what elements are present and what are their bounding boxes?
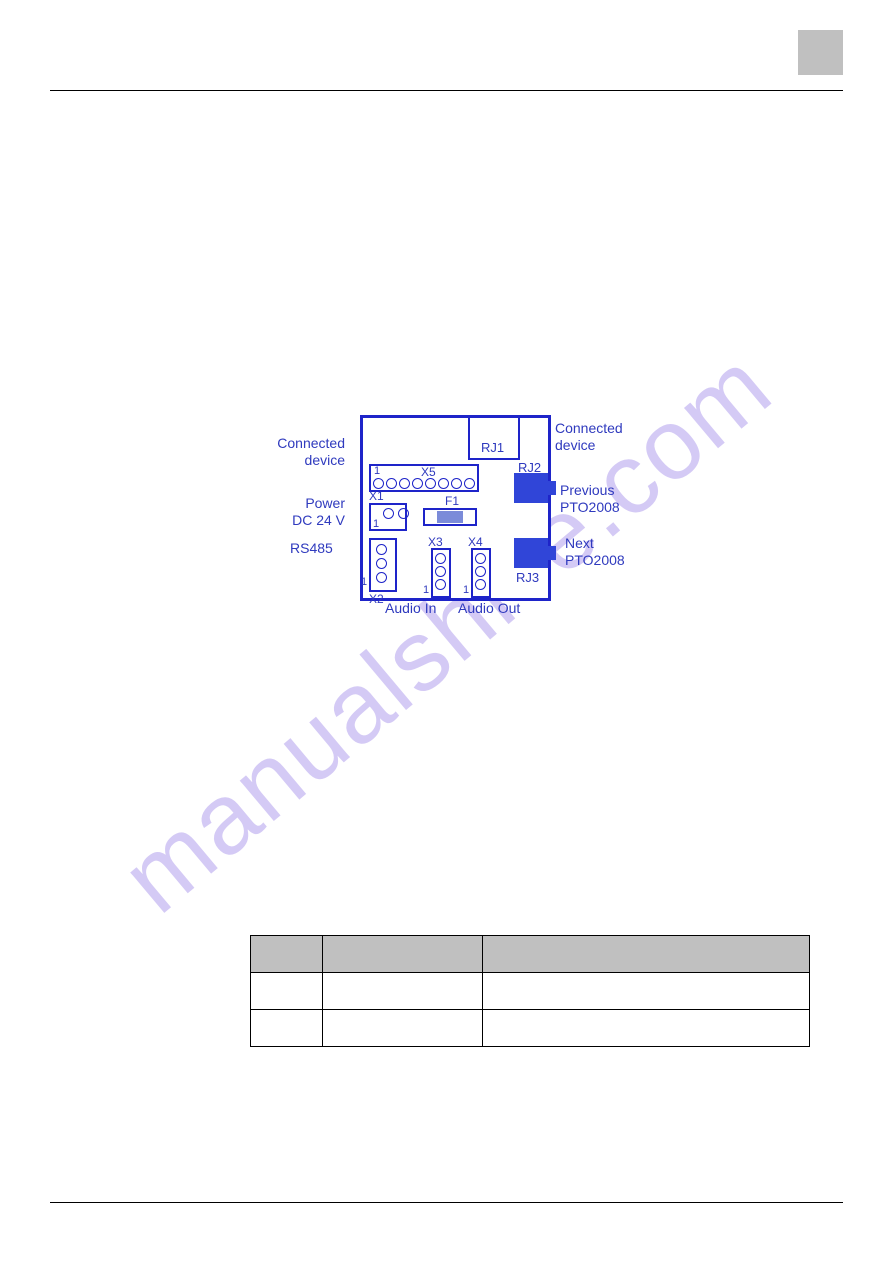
header-rule: [50, 90, 843, 91]
label-connected-device-left: Connected device: [255, 435, 345, 469]
x5-pins: [373, 478, 475, 489]
x3-pin1-marker: 1: [423, 584, 429, 596]
header-corner-block: [798, 30, 843, 75]
x2-pin1-marker: 1: [361, 576, 367, 588]
footer-rule: [50, 1202, 843, 1203]
page: manualshive.com Connected device Power D…: [0, 0, 893, 1263]
pcb-board: RJ1 RJ2 RJ3 1 X5 X1 1: [360, 415, 551, 601]
label-x1: X1: [369, 489, 384, 503]
table-cell: [251, 973, 323, 1010]
table-cell: [322, 973, 482, 1010]
table-header-c3: [482, 936, 809, 973]
label-rj1: RJ1: [481, 440, 504, 455]
label-audio-in: Audio In: [385, 600, 436, 617]
table-row: [251, 973, 810, 1010]
table-row: [251, 1010, 810, 1047]
x4-pin1-marker: 1: [463, 584, 469, 596]
connector-x2: X2 1: [369, 538, 397, 592]
x1-pin1-marker: 1: [373, 518, 379, 530]
fuse-f1: F1: [423, 508, 477, 526]
table-cell: [251, 1010, 323, 1047]
table-header-row: [251, 936, 810, 973]
table-header-c2: [322, 936, 482, 973]
label-previous-pto: Previous PTO2008: [560, 482, 620, 516]
label-x5: X5: [421, 465, 436, 479]
connector-x1: X1 1: [369, 503, 407, 531]
table-cell: [482, 1010, 809, 1047]
label-f1: F1: [445, 494, 459, 508]
label-x3: X3: [428, 535, 443, 549]
connector-x5: 1 X5: [369, 464, 479, 492]
label-rj2: RJ2: [518, 460, 541, 475]
connector-x4: X4 1: [471, 548, 491, 598]
label-x2: X2: [369, 592, 384, 606]
label-x4: X4: [468, 535, 483, 549]
table-cell: [482, 973, 809, 1010]
x5-pin1-marker: 1: [374, 465, 380, 477]
connector-x3: X3 1: [431, 548, 451, 598]
label-rj3: RJ3: [516, 570, 539, 585]
table-header-c1: [251, 936, 323, 973]
table-cell: [322, 1010, 482, 1047]
label-connected-device-right: Connected device: [555, 420, 623, 454]
label-audio-out: Audio Out: [458, 600, 520, 617]
connector-rj3: [514, 538, 548, 568]
connector-table: [250, 935, 810, 1047]
label-rs485: RS485: [290, 540, 333, 557]
label-next-pto: Next PTO2008: [565, 535, 625, 569]
label-power: Power DC 24 V: [265, 495, 345, 529]
connector-rj2: [514, 473, 548, 503]
pcb-diagram: Connected device Power DC 24 V RS485 Con…: [260, 400, 630, 620]
